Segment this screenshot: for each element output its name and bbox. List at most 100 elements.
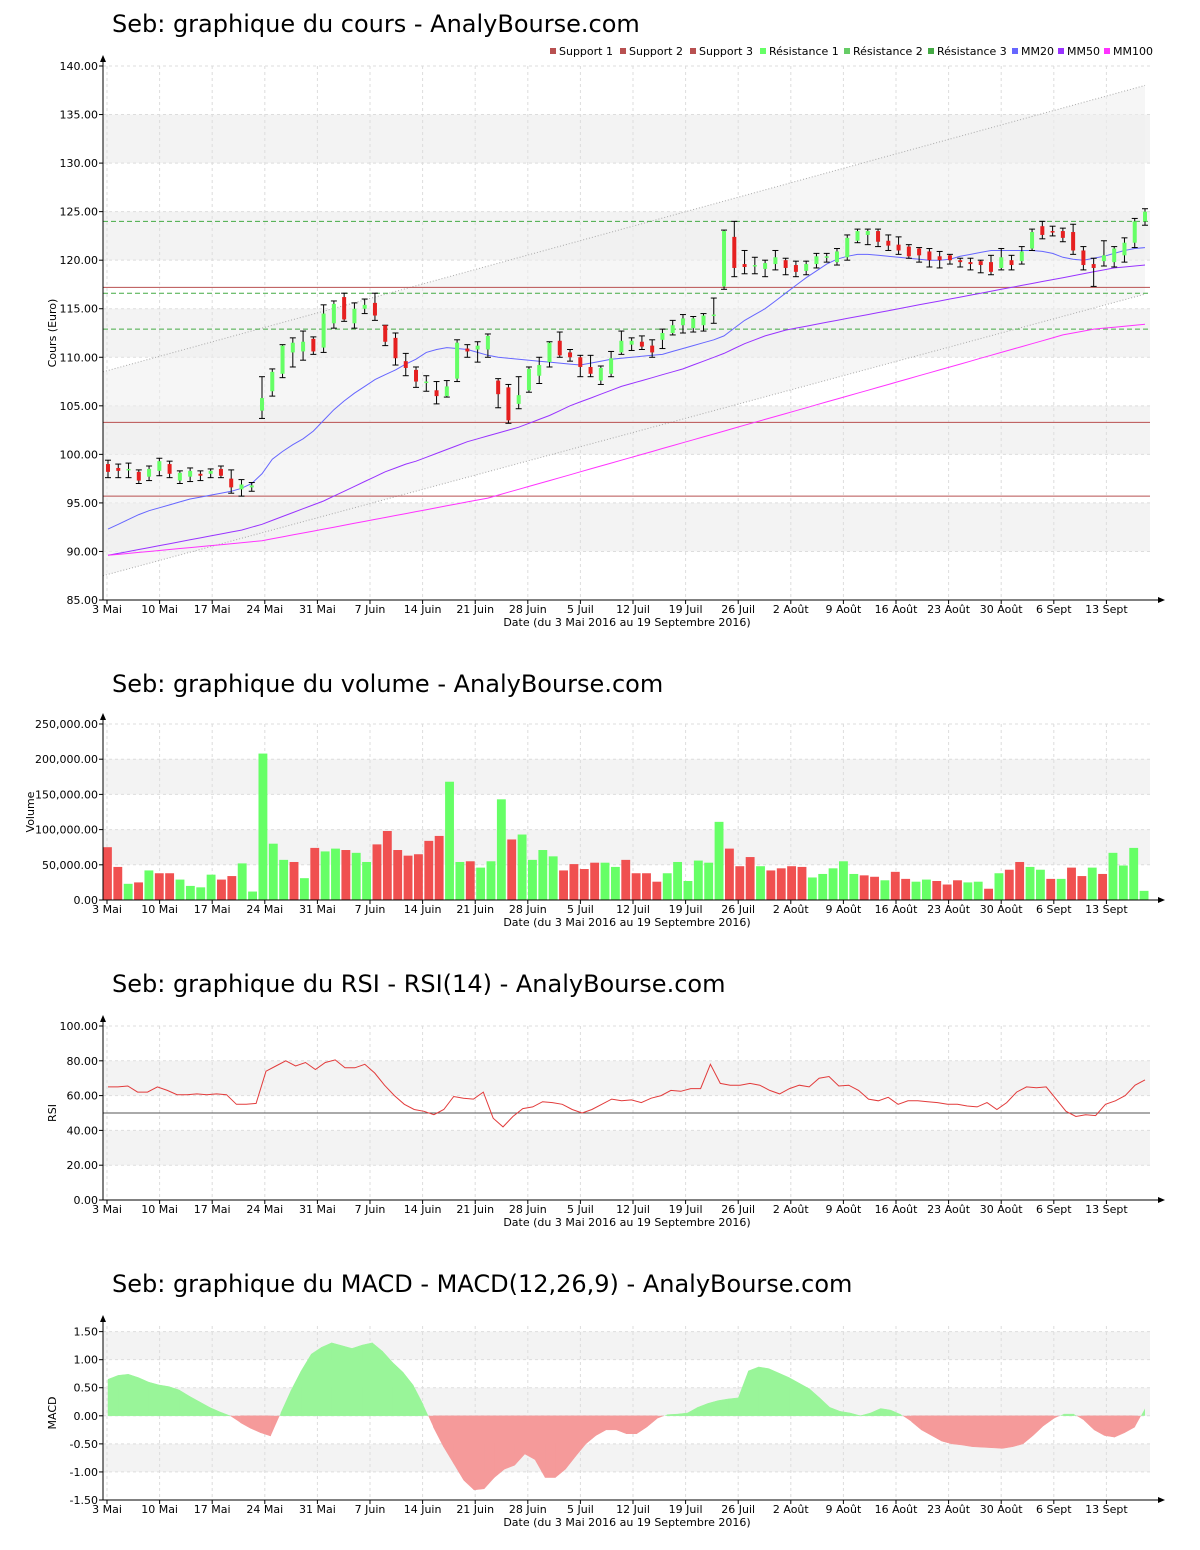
volume-bar	[600, 862, 610, 900]
candle	[792, 260, 799, 278]
macd-area-segment	[931, 1415, 942, 1442]
candle	[751, 256, 758, 275]
candle-body	[198, 473, 203, 476]
candle-body	[568, 352, 573, 358]
y-tick-label: 90.00	[67, 545, 99, 558]
macd-area-segment	[483, 1415, 495, 1490]
candle	[659, 328, 666, 350]
x-axis-arrow	[1158, 897, 1165, 903]
x-axis-arrow	[1158, 1197, 1165, 1203]
x-tick-label: 5 Juil	[567, 1503, 594, 1516]
volume-bar	[310, 847, 320, 900]
volume-bar	[403, 855, 413, 900]
volume-bar	[984, 888, 994, 900]
x-tick-label: 2 Août	[773, 1203, 810, 1216]
candle-body	[1122, 242, 1127, 256]
macd-area-segment	[311, 1346, 322, 1417]
candle	[515, 376, 522, 410]
x-tick-label: 26 Juil	[721, 603, 755, 616]
candle	[1131, 217, 1138, 249]
macd-area-segment	[331, 1342, 343, 1417]
x-tick-label: 9 Août	[825, 1203, 862, 1216]
x-tick-label: 16 Août	[875, 603, 919, 616]
x-tick-label: 12 Juil	[616, 1203, 650, 1216]
candle	[669, 319, 676, 336]
candle-body	[650, 345, 655, 353]
y-tick-label: 95.00	[67, 497, 99, 510]
candle	[289, 337, 296, 368]
candle	[679, 314, 686, 334]
candle-body	[1091, 264, 1096, 268]
candle	[146, 465, 153, 482]
candle-body	[742, 264, 747, 267]
candle-body	[988, 262, 993, 272]
volume-bar	[1108, 852, 1118, 900]
y-tick-label: 1.50	[74, 1326, 99, 1339]
candle-body	[578, 357, 583, 367]
series-line-mm20	[107, 247, 1146, 530]
candle	[987, 254, 994, 276]
volume-bar	[175, 879, 185, 900]
volume-bar	[579, 869, 589, 900]
candle	[864, 228, 871, 246]
volume-bar	[496, 799, 506, 900]
legend-label: Résistance 1	[769, 45, 839, 58]
candle	[495, 378, 502, 409]
candle-body	[876, 231, 881, 242]
candle	[259, 376, 266, 419]
macd-area-segment	[428, 1415, 434, 1428]
y-tick-label: 1.00	[74, 1354, 99, 1367]
candle	[392, 332, 399, 366]
macd-area-segment	[748, 1366, 759, 1417]
candle	[813, 252, 820, 269]
x-axis-label: Date (du 3 Mai 2016 au 19 Septembre 2016…	[503, 916, 750, 929]
candle	[238, 479, 245, 497]
y-tick-label: 200,000.00	[35, 753, 98, 766]
volume-bar	[517, 834, 527, 900]
candle-body	[763, 263, 768, 269]
candle-body	[352, 308, 357, 324]
macd-area-segment	[657, 1415, 665, 1419]
volume-bar	[382, 831, 392, 900]
volume-bar	[1015, 861, 1025, 900]
macd-area-segment	[1140, 1408, 1145, 1416]
volume-bar	[538, 850, 548, 900]
candle	[690, 315, 697, 333]
y-axis-arrow	[100, 55, 106, 62]
volume-bar	[921, 879, 931, 900]
candle-body	[804, 264, 809, 271]
candle	[854, 228, 861, 244]
candle-body	[691, 318, 696, 329]
y-tick-label: 115.00	[60, 303, 99, 316]
price-chart: 85.00 90.00 95.00 100.00 105.00 110.00 115.00 1…	[46, 45, 1165, 629]
macd-area-segment	[300, 1353, 312, 1417]
candle	[618, 330, 625, 355]
y-tick-label: 250,000.00	[35, 718, 98, 731]
candle-body	[414, 369, 419, 382]
macd-area-segment	[636, 1415, 648, 1435]
macd-area-segment	[260, 1415, 271, 1437]
y-tick-label: 60.00	[67, 1090, 99, 1103]
candle	[423, 375, 430, 392]
volume-bar	[103, 847, 112, 900]
candle	[187, 467, 194, 483]
candle	[382, 324, 389, 347]
candle-body	[609, 358, 614, 374]
legend-swatch	[1058, 48, 1064, 54]
candle-body	[1019, 251, 1024, 262]
legend-label: MM100	[1113, 45, 1153, 58]
macd-area-segment	[494, 1415, 505, 1479]
y-tick-label: 125.00	[60, 206, 99, 219]
x-tick-label: 12 Juil	[616, 903, 650, 916]
volume-bar	[424, 840, 434, 900]
volume-bar	[859, 875, 869, 900]
candle	[1090, 257, 1097, 287]
x-tick-label: 13 Sept	[1085, 903, 1128, 916]
candle-body	[208, 470, 213, 474]
y-tick-label: 105.00	[60, 400, 99, 413]
grid-band	[103, 1443, 1150, 1472]
x-tick-label: 6 Sept	[1036, 603, 1072, 616]
legend-swatch	[928, 48, 934, 54]
y-tick-label: 100.00	[60, 448, 99, 461]
volume-bar	[320, 851, 330, 900]
